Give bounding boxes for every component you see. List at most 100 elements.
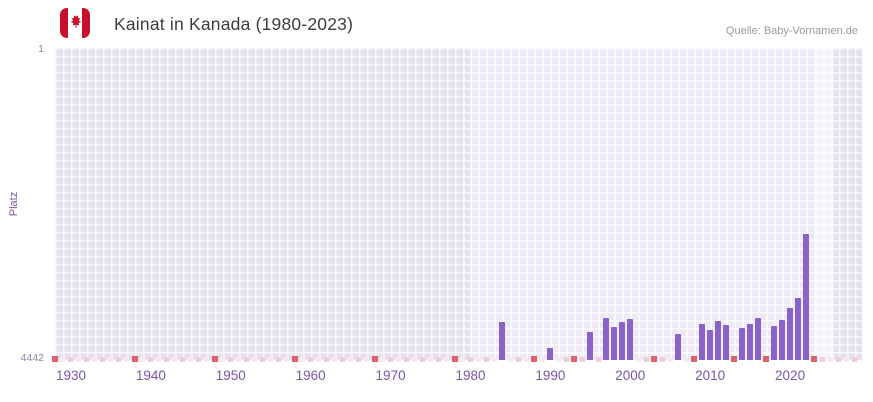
nodata-marker-1991[interactable] <box>555 356 561 362</box>
nodata-marker-1929[interactable] <box>60 356 66 362</box>
nodata-marker-1977[interactable] <box>444 356 449 362</box>
bar-1995[interactable] <box>587 331 594 360</box>
nodata-marker-1983[interactable] <box>491 356 497 362</box>
nodata-marker-1976[interactable] <box>436 356 442 362</box>
nodata-marker-2026[interactable] <box>835 356 841 362</box>
nodata-marker-1939[interactable] <box>140 356 146 362</box>
nodata-marker-1961[interactable] <box>316 356 322 362</box>
bar-2015[interactable] <box>747 323 754 360</box>
nodata-marker-1966[interactable] <box>356 356 362 362</box>
unranked-marker-2023[interactable] <box>811 356 818 362</box>
nodata-marker-1959[interactable] <box>300 356 306 362</box>
nodata-marker-2005[interactable] <box>667 356 673 362</box>
nodata-marker-1971[interactable] <box>396 356 402 362</box>
nodata-marker-1934[interactable] <box>100 356 106 362</box>
nodata-marker-1981[interactable] <box>475 356 481 362</box>
bar-1997[interactable] <box>603 318 610 360</box>
unranked-marker-1978[interactable] <box>451 356 458 362</box>
nodata-marker-1972[interactable] <box>404 356 410 362</box>
nodata-marker-1931[interactable] <box>76 356 82 362</box>
nodata-marker-1950[interactable] <box>228 356 234 362</box>
unranked-marker-1968[interactable] <box>371 356 378 362</box>
nodata-marker-1954[interactable] <box>260 356 266 362</box>
nodata-marker-1982[interactable] <box>483 356 489 362</box>
unranked-marker-2017[interactable] <box>763 356 770 362</box>
bar-2022[interactable] <box>803 234 810 360</box>
nodata-marker-2007[interactable] <box>683 356 689 362</box>
nodata-marker-1941[interactable] <box>156 356 162 362</box>
bar-2018[interactable] <box>771 326 778 360</box>
nodata-marker-1945[interactable] <box>188 356 194 362</box>
nodata-marker-1944[interactable] <box>180 356 186 362</box>
unranked-marker-2003[interactable] <box>651 356 658 362</box>
nodata-marker-1946[interactable] <box>196 356 202 362</box>
nodata-marker-1986[interactable] <box>515 356 521 362</box>
unranked-marker-2013[interactable] <box>731 356 738 362</box>
unranked-marker-1948[interactable] <box>211 356 218 362</box>
nodata-marker-1965[interactable] <box>348 356 354 362</box>
nodata-marker-1942[interactable] <box>164 356 170 362</box>
unranked-marker-1988[interactable] <box>531 356 538 362</box>
bar-2000[interactable] <box>627 319 634 360</box>
nodata-marker-1952[interactable] <box>244 356 250 362</box>
nodata-marker-1940[interactable] <box>148 356 154 362</box>
nodata-marker-1967[interactable] <box>364 356 370 362</box>
nodata-marker-2004[interactable] <box>659 356 665 362</box>
nodata-marker-1955[interactable] <box>268 356 274 362</box>
nodata-marker-1957[interactable] <box>284 356 290 362</box>
bar-2016[interactable] <box>755 318 762 360</box>
nodata-marker-2025[interactable] <box>827 356 833 362</box>
nodata-marker-1970[interactable] <box>388 356 394 362</box>
nodata-marker-1960[interactable] <box>308 356 314 362</box>
bar-2021[interactable] <box>795 297 802 360</box>
nodata-marker-1973[interactable] <box>412 356 418 362</box>
nodata-marker-1975[interactable] <box>428 356 434 362</box>
nodata-marker-2001[interactable] <box>635 356 641 362</box>
unranked-marker-1938[interactable] <box>131 356 138 362</box>
nodata-marker-1947[interactable] <box>204 356 210 362</box>
nodata-marker-1979[interactable] <box>459 356 465 362</box>
bar-2011[interactable] <box>715 320 722 360</box>
nodata-marker-1985[interactable] <box>507 356 513 362</box>
nodata-marker-1935[interactable] <box>108 356 114 362</box>
bar-1999[interactable] <box>619 321 626 360</box>
nodata-marker-1962[interactable] <box>324 356 330 362</box>
unranked-marker-1928[interactable] <box>52 356 58 362</box>
unranked-marker-2008[interactable] <box>691 356 698 362</box>
bar-2006[interactable] <box>675 333 682 360</box>
nodata-marker-2002[interactable] <box>643 356 649 362</box>
unranked-marker-1958[interactable] <box>291 356 298 362</box>
nodata-marker-1932[interactable] <box>84 356 90 362</box>
nodata-marker-1953[interactable] <box>252 356 258 362</box>
nodata-marker-2024[interactable] <box>819 356 825 362</box>
nodata-marker-1933[interactable] <box>92 356 98 362</box>
nodata-marker-1937[interactable] <box>124 356 130 362</box>
nodata-marker-1989[interactable] <box>539 356 545 362</box>
nodata-marker-1992[interactable] <box>563 356 569 362</box>
nodata-marker-1956[interactable] <box>276 356 282 362</box>
nodata-marker-1964[interactable] <box>340 356 346 362</box>
bar-2009[interactable] <box>699 324 706 360</box>
nodata-marker-2028[interactable] <box>851 356 857 362</box>
nodata-marker-1963[interactable] <box>332 356 338 362</box>
nodata-marker-1987[interactable] <box>523 356 529 362</box>
nodata-marker-1996[interactable] <box>595 356 601 362</box>
nodata-marker-2027[interactable] <box>843 356 849 362</box>
bar-1990[interactable] <box>547 348 554 360</box>
nodata-marker-1936[interactable] <box>116 356 122 362</box>
bar-2012[interactable] <box>723 325 730 360</box>
nodata-marker-1994[interactable] <box>579 356 585 362</box>
bar-1984[interactable] <box>499 322 506 360</box>
bar-2010[interactable] <box>707 330 714 360</box>
bar-1998[interactable] <box>611 327 618 360</box>
nodata-marker-1974[interactable] <box>420 356 426 362</box>
nodata-marker-1969[interactable] <box>380 356 386 362</box>
nodata-marker-1943[interactable] <box>172 356 178 362</box>
bar-2020[interactable] <box>787 308 794 360</box>
unranked-marker-1993[interactable] <box>571 356 578 362</box>
bar-2019[interactable] <box>779 320 786 360</box>
nodata-marker-1951[interactable] <box>236 356 242 362</box>
nodata-marker-1949[interactable] <box>220 356 226 362</box>
bar-2014[interactable] <box>739 327 746 360</box>
nodata-marker-1980[interactable] <box>467 356 473 362</box>
